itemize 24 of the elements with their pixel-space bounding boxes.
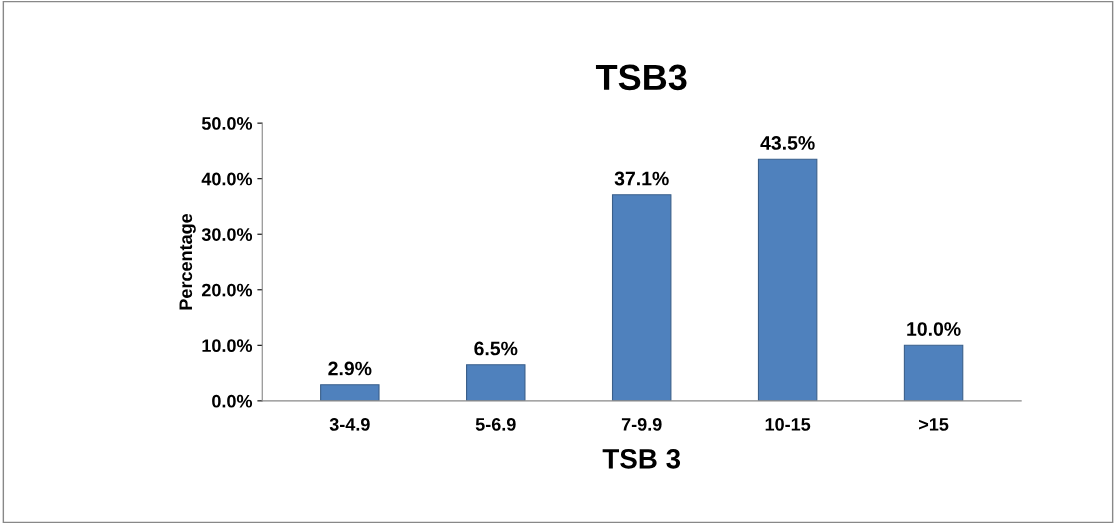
data-label: 10.0% [907, 322, 961, 336]
x-tick-label: 5-6.9 [475, 418, 516, 431]
bar [466, 364, 526, 401]
x-axis-title: TSB 3 [602, 448, 681, 469]
bar [611, 194, 672, 401]
x-tick-label: 3-4.9 [329, 418, 370, 431]
y-tick-label: 0.0% [212, 394, 253, 408]
x-tick-label: 10-15 [765, 418, 811, 431]
data-label: 6.5% [474, 341, 518, 356]
data-label: 43.5% [760, 136, 815, 150]
chart-title: TSB3 [595, 64, 687, 91]
y-tick-label: 10.0% [202, 339, 253, 353]
y-axis-title: Percentage [179, 213, 196, 310]
bar [320, 384, 380, 401]
y-tick-label: 20.0% [201, 283, 253, 297]
data-label: 2.9% [328, 361, 372, 376]
bar [757, 158, 818, 401]
y-tick-label: 50.0% [201, 117, 253, 130]
x-tick-label: 7-9.9 [621, 418, 662, 431]
x-tick-label: >15 [919, 418, 949, 431]
y-tick-label: 40.0% [201, 172, 253, 186]
bar [903, 344, 964, 401]
data-label: 37.1% [614, 171, 669, 186]
y-tick-label: 30.0% [201, 228, 253, 241]
